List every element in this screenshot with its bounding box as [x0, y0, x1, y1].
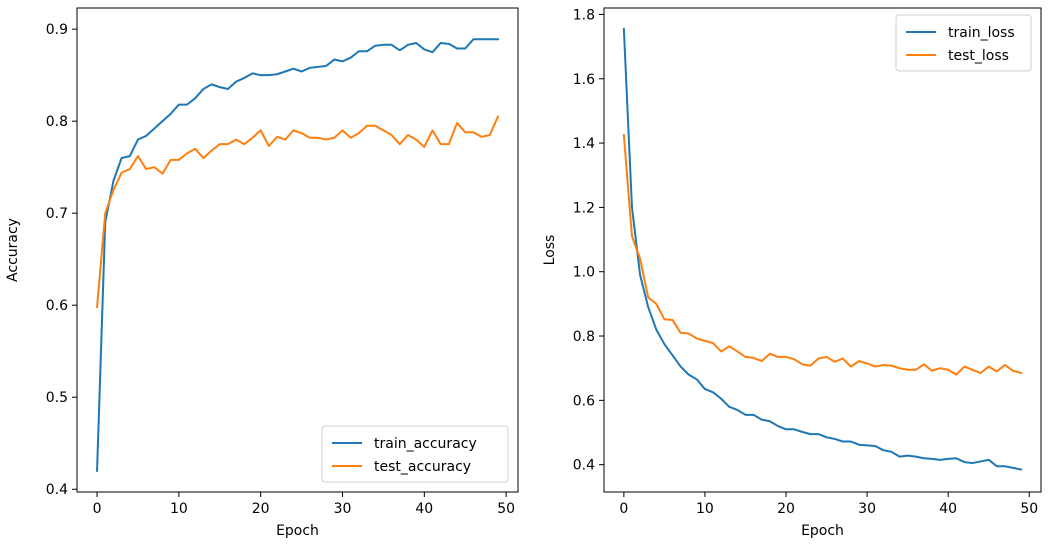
x-tick-label: 50: [497, 501, 515, 517]
y-tick-label: 1.6: [573, 72, 595, 88]
y-axis-label: Accuracy: [5, 218, 21, 282]
y-tick-label: 0.6: [46, 298, 68, 314]
x-tick-label: 0: [93, 501, 102, 517]
y-tick-label: 1.4: [573, 136, 595, 152]
legend-box: [895, 14, 1032, 72]
x-axis-label: Epoch: [276, 523, 319, 539]
y-tick-label: 0.4: [573, 458, 595, 474]
legend: train_accuracy test_accuracy: [321, 425, 509, 483]
series-line-test_loss: [622, 133, 1023, 376]
legend-label-train_loss: train_loss: [948, 25, 1015, 41]
x-tick-label: 20: [252, 501, 270, 517]
legend-label-test_loss: test_loss: [948, 48, 1009, 64]
x-tick-label: 40: [415, 501, 433, 517]
plot-area-frame: [76, 7, 519, 493]
y-tick-label: 0.8: [46, 114, 68, 130]
series-line-train_loss: [622, 27, 1023, 471]
y-axis-label: Loss: [542, 235, 558, 266]
plot-area-frame: [603, 7, 1042, 493]
legend-label-test_accuracy: test_accuracy: [374, 459, 471, 475]
chart-panel-1: 0 10 20 30 40 50 0.4 0.5 0.6 0.7 0.8 0.9 Epoch Accura…: [5, 7, 519, 539]
x-tick-label: 20: [777, 501, 795, 517]
y-tick-label: 0.8: [573, 329, 595, 345]
y-tick-label: 0.7: [46, 206, 68, 222]
x-tick-label: 30: [334, 501, 352, 517]
x-tick-label: 10: [696, 501, 714, 517]
x-tick-label: 10: [170, 501, 188, 517]
y-tick-label: 1.0: [573, 265, 595, 281]
y-tick-label: 0.5: [46, 390, 68, 406]
legend-box: [321, 425, 509, 483]
chart-panel-2: 0 10 20 30 40 50 0.4 0.6 0.8 1.0 1.2 1.4 1.6 1.8 Epoch…: [542, 7, 1042, 539]
x-tick-label: 40: [939, 501, 957, 517]
y-tick-label: 1.2: [573, 200, 595, 216]
series-line-train_accuracy: [96, 38, 499, 472]
y-tick-label: 1.8: [573, 7, 595, 23]
x-tick-label: 30: [858, 501, 876, 517]
y-tick-label: 0.9: [46, 22, 68, 38]
y-tick-label: 0.6: [573, 393, 595, 409]
y-tick-label: 0.4: [46, 482, 68, 498]
x-tick-label: 0: [619, 501, 628, 517]
legend: train_loss test_loss: [895, 14, 1032, 72]
x-axis-label: Epoch: [801, 523, 844, 539]
series-line-test_accuracy: [95, 115, 500, 309]
legend-label-train_accuracy: train_accuracy: [374, 436, 477, 452]
x-tick-label: 50: [1020, 501, 1038, 517]
